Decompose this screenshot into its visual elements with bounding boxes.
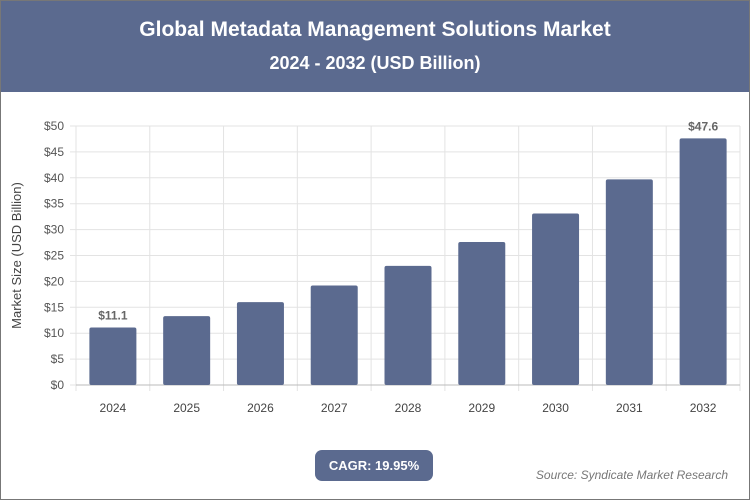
- y-tick-label: $50: [44, 119, 64, 133]
- chart-header: Global Metadata Management Solutions Mar…: [1, 1, 749, 92]
- x-tick-label: 2030: [542, 401, 569, 415]
- bar-2028: [384, 265, 432, 385]
- x-tick-label: 2029: [468, 401, 495, 415]
- bar-2030: [532, 213, 580, 385]
- bar-2026: [236, 302, 284, 385]
- cagr-badge: CAGR: 19.95%: [315, 450, 433, 481]
- y-tick-label: $20: [44, 274, 64, 288]
- chart-title: Global Metadata Management Solutions Mar…: [139, 18, 611, 41]
- x-tick-label: 2027: [321, 401, 348, 415]
- y-axis-label: Market Size (USD Billion): [9, 182, 24, 329]
- x-tick-label: 2026: [247, 401, 274, 415]
- x-tick-label: 2028: [395, 401, 422, 415]
- x-tick-label: 2024: [100, 401, 127, 415]
- y-tick-label: $5: [51, 352, 65, 366]
- y-tick-label: $45: [44, 145, 64, 159]
- y-tick-label: $25: [44, 249, 64, 263]
- y-tick-label: $0: [51, 378, 65, 392]
- y-tick-label: $40: [44, 171, 64, 185]
- bar-2032: [679, 138, 727, 385]
- y-tick-label: $15: [44, 300, 64, 314]
- data-label: $11.1: [98, 309, 128, 323]
- x-tick-label: 2031: [616, 401, 643, 415]
- x-tick-label: 2025: [173, 401, 200, 415]
- bar-2031: [605, 179, 653, 385]
- source-note: Source: Syndicate Market Research: [535, 468, 728, 482]
- bar-2025: [163, 316, 211, 385]
- y-tick-label: $35: [44, 197, 64, 211]
- bar-2027: [310, 285, 358, 385]
- x-tick-label: 2032: [690, 401, 717, 415]
- y-tick-label: $10: [44, 326, 64, 340]
- chart-subtitle: 2024 - 2032 (USD Billion): [269, 53, 481, 73]
- data-label: $47.6: [688, 119, 718, 133]
- y-tick-label: $30: [44, 223, 64, 237]
- bar-2024: [89, 327, 137, 385]
- bar-2029: [458, 242, 506, 385]
